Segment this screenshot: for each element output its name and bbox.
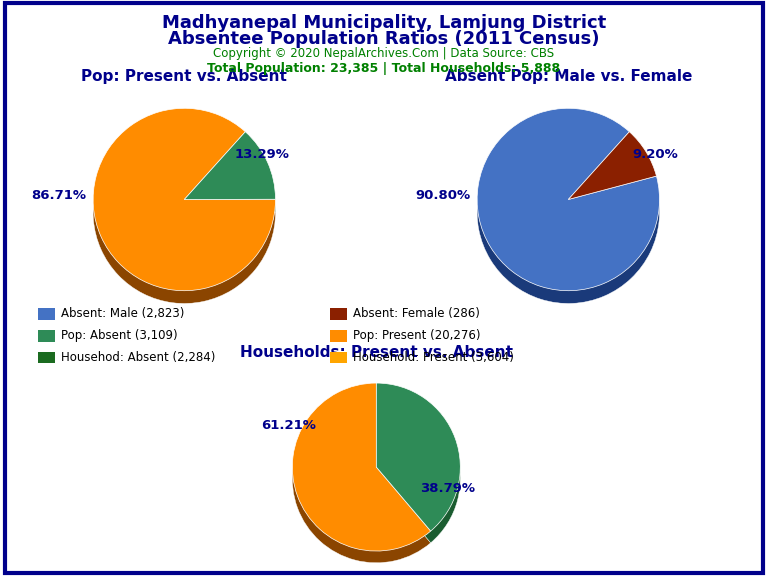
Text: 13.29%: 13.29% <box>234 148 290 161</box>
Text: 9.20%: 9.20% <box>632 148 678 161</box>
Text: 38.79%: 38.79% <box>420 482 475 495</box>
Wedge shape <box>477 108 660 291</box>
Text: Absentee Population Ratios (2011 Census): Absentee Population Ratios (2011 Census) <box>168 30 600 48</box>
Title: Households: Present vs. Absent: Households: Present vs. Absent <box>240 346 513 361</box>
Text: 86.71%: 86.71% <box>31 190 86 202</box>
Wedge shape <box>93 108 276 291</box>
Text: Pop: Present (20,276): Pop: Present (20,276) <box>353 329 481 342</box>
Wedge shape <box>477 121 660 304</box>
Text: Household: Present (3,604): Household: Present (3,604) <box>353 351 514 364</box>
Text: Copyright © 2020 NepalArchives.Com | Data Source: CBS: Copyright © 2020 NepalArchives.Com | Dat… <box>214 47 554 60</box>
Text: Madhyanepal Municipality, Lamjung District: Madhyanepal Municipality, Lamjung Distri… <box>162 14 606 32</box>
Wedge shape <box>293 383 431 551</box>
Text: 61.21%: 61.21% <box>260 419 316 433</box>
Title: Absent Pop: Male vs. Female: Absent Pop: Male vs. Female <box>445 69 692 84</box>
Text: Absent: Female (286): Absent: Female (286) <box>353 308 480 320</box>
Wedge shape <box>184 132 276 199</box>
Text: Total Population: 23,385 | Total Households: 5,888: Total Population: 23,385 | Total Househo… <box>207 62 561 75</box>
Wedge shape <box>184 145 276 213</box>
Wedge shape <box>568 132 657 199</box>
Text: Pop: Absent (3,109): Pop: Absent (3,109) <box>61 329 178 342</box>
Text: Absent: Male (2,823): Absent: Male (2,823) <box>61 308 185 320</box>
Text: Househod: Absent (2,284): Househod: Absent (2,284) <box>61 351 216 364</box>
Wedge shape <box>93 121 276 304</box>
Title: Pop: Present vs. Absent: Pop: Present vs. Absent <box>81 69 287 84</box>
Wedge shape <box>376 395 460 543</box>
Wedge shape <box>293 395 431 563</box>
Text: 90.80%: 90.80% <box>415 190 470 202</box>
Wedge shape <box>568 145 657 213</box>
Wedge shape <box>376 383 460 531</box>
